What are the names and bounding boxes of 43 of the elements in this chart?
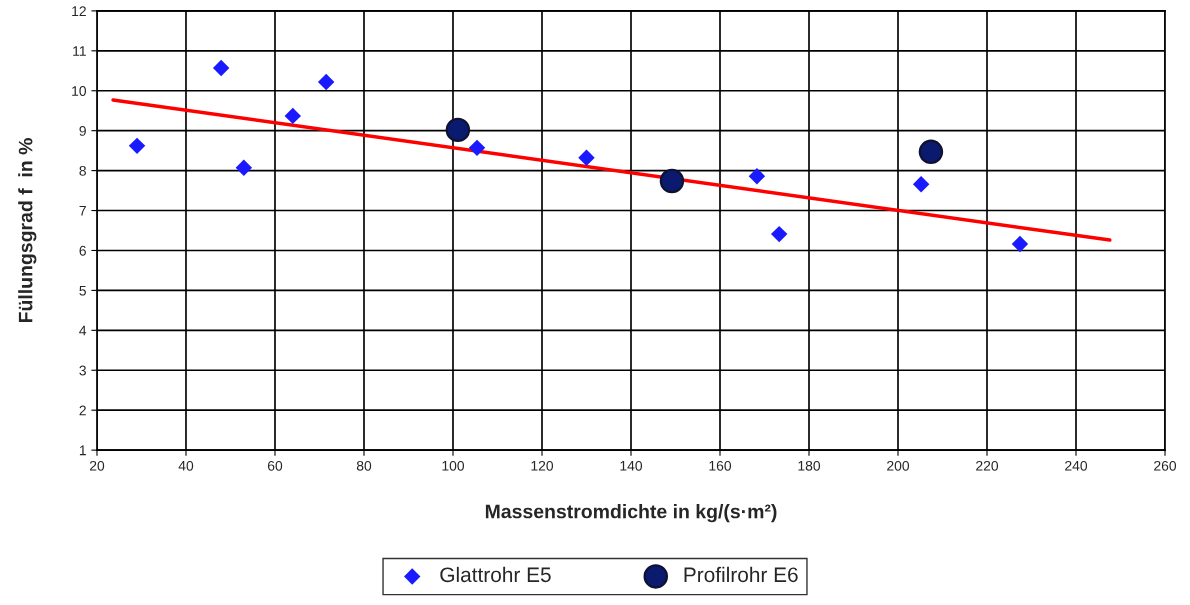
x-tick-label: 80 [356,460,372,471]
x-tick-label: 220 [976,460,999,471]
point [748,167,766,185]
legend-label: Profilrohr E6 [684,566,798,583]
y-tick-label: 9 [79,126,86,136]
x-tick-label: 100 [442,460,465,471]
y-tick-label: 6 [79,245,86,256]
x-tick-label: 200 [887,460,910,471]
point [235,159,253,177]
point [912,175,930,193]
x-tick-label: 140 [620,460,643,471]
point [468,139,486,157]
x-tick-label: 240 [1065,460,1088,471]
y-tick-label: 2 [79,405,86,416]
point [317,73,335,91]
x-axis-title: Massenstromdichte in kg/(s·m²) [485,504,777,523]
y-tick-label: 1 [79,445,86,456]
y-tick-label: 4 [79,325,87,336]
x-tick-label: 180 [798,460,821,471]
legend-label: Glattrohr E5 [440,566,551,583]
y-tick-label: 5 [79,285,86,296]
y-tick-label: 3 [79,365,86,376]
x-tick-label: 160 [709,460,732,471]
y-tick-label: 10 [72,86,87,96]
point [128,137,146,155]
y-tick-label: 11 [73,46,86,56]
point [578,149,595,167]
point [918,139,944,165]
y-axis-title: Füllungsgrad f in % [18,138,37,323]
point [284,107,302,125]
point [770,225,788,243]
x-tick-label: 120 [531,460,554,471]
point [445,117,471,143]
point [1011,235,1029,253]
y-tick-label: 12 [72,6,86,16]
x-tick-label: 40 [178,460,194,471]
x-tick-label: 260 [1154,460,1177,471]
y-tick-label: 8 [79,165,86,176]
point [659,168,685,194]
y-tick-label: 7 [79,206,86,216]
x-tick-label: 20 [89,460,105,471]
x-tick-label: 60 [267,460,283,471]
point [212,59,230,77]
